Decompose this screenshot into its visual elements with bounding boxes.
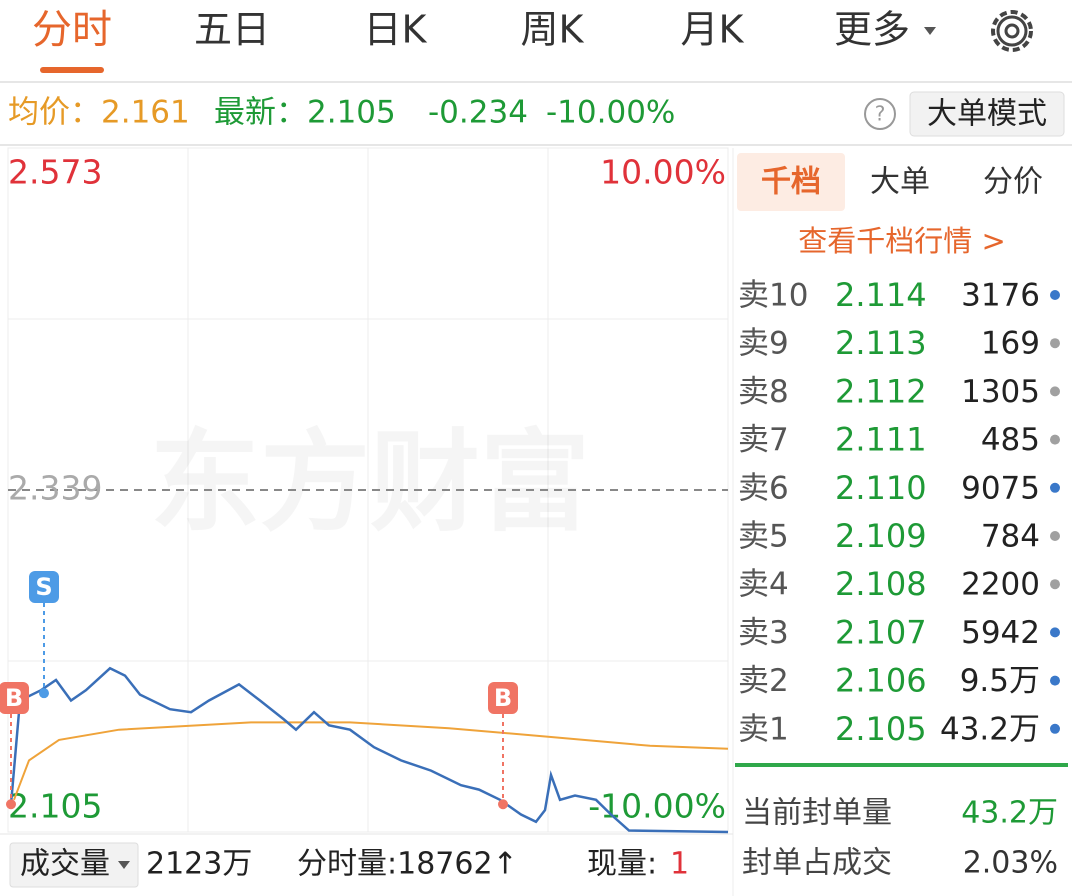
level-volume: 9075 bbox=[961, 470, 1040, 506]
tab-indicator bbox=[40, 67, 104, 73]
level-price: 2.109 bbox=[835, 517, 927, 555]
level-label: 卖9 bbox=[738, 326, 789, 362]
current-volume: 1 bbox=[670, 847, 689, 882]
ratio-label: 封单占成交 bbox=[742, 846, 892, 881]
level-dot bbox=[1050, 723, 1060, 734]
seal-label: 当前封单量 bbox=[742, 796, 892, 831]
level-price: 2.112 bbox=[835, 372, 927, 410]
tab[interactable]: 五日 bbox=[194, 8, 270, 52]
level-volume: 1305 bbox=[961, 374, 1040, 410]
panel-tab[interactable]: 千档 bbox=[761, 165, 821, 200]
level-price: 2.113 bbox=[835, 324, 927, 362]
level-volume: 3176 bbox=[961, 278, 1040, 314]
order-rows: 卖10 2.114 3176 卖9 2.113 169 卖8 2.112 1305 卖7 2.111… bbox=[738, 276, 1060, 748]
mode-button[interactable] bbox=[909, 91, 1065, 137]
mode-button-label: 大单模式 bbox=[927, 97, 1047, 132]
marker-label: B bbox=[494, 684, 512, 712]
marker-dot bbox=[39, 688, 49, 699]
level-dot bbox=[1050, 290, 1060, 300]
level-volume: 5942 bbox=[961, 615, 1040, 651]
level-volume: 169 bbox=[981, 326, 1040, 362]
level-dot bbox=[1050, 627, 1060, 638]
total-volume: 2123万 bbox=[146, 847, 252, 882]
level-label: 卖1 bbox=[738, 711, 789, 747]
latest-price: 最新：2.105 bbox=[214, 95, 396, 131]
y2-tick-label: -10.00% bbox=[588, 787, 726, 826]
tab[interactable]: 日K bbox=[364, 8, 428, 52]
change-pct: -10.00% bbox=[546, 95, 675, 131]
tab[interactable]: 周K bbox=[521, 8, 585, 52]
level-dot bbox=[1050, 579, 1060, 590]
level-dot bbox=[1050, 531, 1060, 541]
watermark: 东方财富 bbox=[150, 418, 590, 546]
dropdown-arrow bbox=[924, 27, 936, 35]
panel-tab[interactable]: 大单 bbox=[870, 165, 930, 200]
dropdown-arrow bbox=[118, 861, 130, 869]
level-dot bbox=[1050, 482, 1060, 493]
level-price: 2.105 bbox=[835, 710, 927, 748]
panel-tab[interactable]: 分价 bbox=[983, 165, 1043, 200]
marker-label: S bbox=[35, 573, 52, 601]
level-label: 卖3 bbox=[738, 615, 789, 651]
level-volume: 2200 bbox=[961, 567, 1040, 603]
marker-dot bbox=[498, 799, 508, 810]
level-label: 卖4 bbox=[738, 567, 789, 603]
level-label: 卖5 bbox=[738, 519, 789, 555]
settings-icon[interactable] bbox=[991, 10, 1033, 52]
indicator-select-label: 成交量 bbox=[20, 847, 110, 882]
y-tick-label: 2.573 bbox=[8, 153, 102, 192]
level-volume: 784 bbox=[981, 519, 1040, 555]
y-tick-label: 2.339 bbox=[8, 469, 102, 508]
level-dot bbox=[1050, 338, 1060, 349]
panel-tab-bg bbox=[737, 153, 845, 211]
level-dot bbox=[1050, 386, 1060, 397]
level-price: 2.110 bbox=[835, 469, 927, 507]
level-label: 卖10 bbox=[738, 278, 808, 314]
level-price: 2.106 bbox=[835, 662, 927, 700]
tab[interactable]: 更多 bbox=[834, 8, 910, 52]
price-line bbox=[13, 721, 729, 801]
y-tick-label: 2.105 bbox=[8, 787, 102, 826]
level-price: 2.108 bbox=[835, 565, 927, 603]
help-text: ? bbox=[875, 102, 886, 126]
marker-badge bbox=[0, 682, 29, 714]
intraday-chart: 东方财富 2.105 2.339 2.573 -10.00% 10.00% B S B bbox=[0, 147, 729, 834]
level-price: 2.114 bbox=[835, 276, 927, 314]
depth-link[interactable]: 查看千档行情 > bbox=[798, 224, 1006, 258]
minute-volume: 分时量:18762↑ bbox=[297, 847, 518, 882]
tab[interactable]: 分时 bbox=[32, 7, 112, 53]
ratio-value: 2.03% bbox=[963, 846, 1058, 881]
level-volume: 485 bbox=[981, 422, 1040, 458]
level-volume: 43.2万 bbox=[940, 711, 1040, 747]
help-icon[interactable] bbox=[864, 98, 896, 130]
price-line bbox=[9, 666, 729, 834]
change: -0.234 bbox=[428, 95, 528, 131]
level-dot bbox=[1050, 675, 1060, 686]
seal-value: 43.2万 bbox=[961, 796, 1058, 831]
current-volume-label: 现量: bbox=[587, 847, 657, 882]
marker-label: B bbox=[5, 684, 23, 712]
level-volume: 9.5万 bbox=[960, 663, 1040, 699]
marker-badge bbox=[29, 571, 59, 603]
level-label: 卖2 bbox=[738, 663, 789, 699]
tab[interactable]: 月K bbox=[681, 8, 745, 52]
marker-badge bbox=[488, 682, 518, 714]
level-label: 卖8 bbox=[738, 374, 789, 410]
level-price: 2.107 bbox=[835, 613, 927, 651]
marker-dot bbox=[6, 799, 16, 810]
level-dot bbox=[1050, 434, 1060, 445]
level-price: 2.111 bbox=[835, 421, 927, 459]
level-label: 卖7 bbox=[738, 422, 789, 458]
level-label: 卖6 bbox=[738, 470, 789, 506]
avg-price: 均价：2.161 bbox=[8, 95, 190, 131]
indicator-select[interactable] bbox=[9, 842, 139, 888]
y2-tick-label: 10.00% bbox=[600, 153, 726, 192]
